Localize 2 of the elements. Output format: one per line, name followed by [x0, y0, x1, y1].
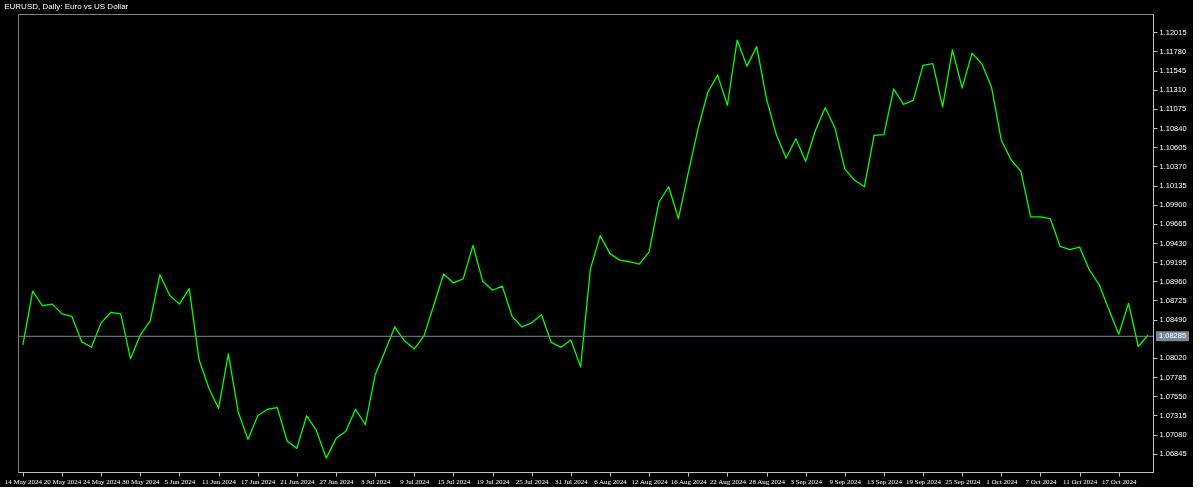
line-series [22, 39, 1149, 459]
chart-title: EURUSD, Daily: Euro vs US Dollar [4, 2, 129, 11]
